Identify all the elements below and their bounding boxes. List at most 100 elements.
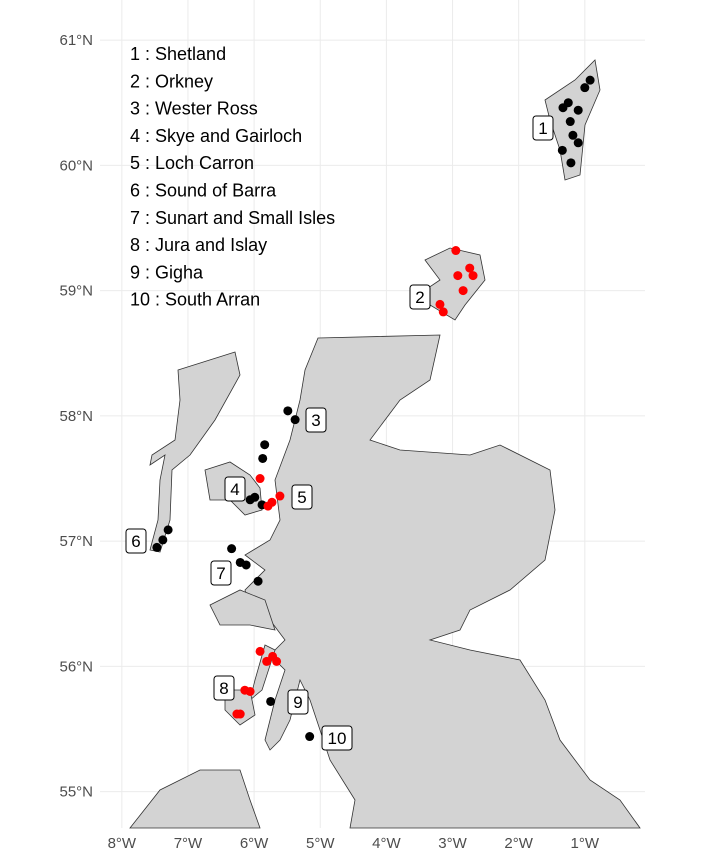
ireland xyxy=(129,769,261,829)
legend-entry: 8 : Jura and Islay xyxy=(130,235,267,255)
region-label: 3 xyxy=(305,407,327,433)
region-label-text: 6 xyxy=(131,532,140,551)
region-label-text: 5 xyxy=(297,488,306,507)
region-label-text: 4 xyxy=(230,480,239,499)
outer-hebrides xyxy=(149,351,241,553)
legend-entry: 6 : Sound of Barra xyxy=(130,181,277,201)
legend-entry: 3 : Wester Ross xyxy=(130,99,258,119)
region-label-box xyxy=(409,284,431,310)
region-label-box xyxy=(125,528,147,554)
legend-entry: 10 : South Arran xyxy=(130,290,260,310)
site-point xyxy=(565,117,575,127)
orkney xyxy=(424,247,486,321)
legend-entry: 4 : Skye and Gairloch xyxy=(130,126,302,146)
mull xyxy=(209,589,276,631)
region-label-box xyxy=(321,725,353,751)
y-tick-label: 57°N xyxy=(59,533,93,550)
region-label-text: 2 xyxy=(415,288,424,307)
legend-entry: 7 : Sunart and Small Isles xyxy=(130,208,335,228)
site-point xyxy=(241,560,251,570)
mainland xyxy=(244,334,641,829)
region-label-box xyxy=(210,560,232,586)
y-tick-label: 59°N xyxy=(59,283,93,300)
site-point xyxy=(451,246,461,256)
site-point xyxy=(557,145,567,155)
region-label: 5 xyxy=(291,484,313,510)
region-label: 6 xyxy=(125,528,147,554)
y-tick-label: 58°N xyxy=(59,408,93,425)
legend-entry: 9 : Gigha xyxy=(130,262,204,282)
site-point xyxy=(250,492,260,502)
site-point xyxy=(272,656,282,666)
site-point xyxy=(255,646,265,656)
region-label: 8 xyxy=(213,675,235,701)
x-tick-label: 4°W xyxy=(372,835,401,852)
site-point xyxy=(260,440,270,450)
land xyxy=(129,59,641,829)
x-tick-label: 6°W xyxy=(240,835,269,852)
region-label-box xyxy=(532,115,554,141)
site-point xyxy=(558,103,568,113)
site-point xyxy=(290,415,300,425)
region-label: 10 xyxy=(321,725,353,751)
site-point xyxy=(305,732,315,742)
site-point xyxy=(585,75,595,85)
site-point xyxy=(255,474,265,484)
region-label-box xyxy=(213,675,235,701)
site-point xyxy=(438,307,448,317)
site-point xyxy=(263,501,273,511)
points xyxy=(152,75,595,742)
site-point xyxy=(458,286,468,296)
site-point xyxy=(262,656,272,666)
region-label-text: 7 xyxy=(216,564,225,583)
site-point xyxy=(573,138,583,148)
y-tick-label: 61°N xyxy=(59,32,93,49)
site-point xyxy=(573,105,583,115)
region-label: 7 xyxy=(210,560,232,586)
region-label: 2 xyxy=(409,284,431,310)
y-tick-label: 60°N xyxy=(59,157,93,174)
y-tick-label: 56°N xyxy=(59,658,93,675)
site-point xyxy=(245,686,255,696)
region-label-text: 3 xyxy=(311,411,320,430)
legend-entry: 1 : Shetland xyxy=(130,44,226,64)
site-point xyxy=(283,406,293,416)
site-point xyxy=(465,263,475,273)
site-point xyxy=(580,83,590,93)
x-tick-label: 1°W xyxy=(571,835,600,852)
site-point xyxy=(266,696,276,706)
x-tick-label: 2°W xyxy=(504,835,533,852)
site-point xyxy=(227,544,237,554)
site-point xyxy=(163,525,173,535)
site-point xyxy=(435,299,445,309)
region-label-box xyxy=(224,476,246,502)
site-point xyxy=(568,130,578,140)
region-label-text: 1 xyxy=(538,119,547,138)
region-label: 4 xyxy=(224,476,246,502)
site-point xyxy=(453,271,463,281)
region-label-text: 8 xyxy=(219,679,228,698)
region-label: 1 xyxy=(532,115,554,141)
x-tick-label: 7°W xyxy=(174,835,203,852)
region-label-text: 10 xyxy=(328,729,347,748)
site-point xyxy=(468,271,478,281)
region-label: 9 xyxy=(287,689,309,715)
x-tick-label: 8°W xyxy=(108,835,137,852)
region-label-box xyxy=(305,407,327,433)
y-tick-label: 55°N xyxy=(59,784,93,801)
region-label-text: 9 xyxy=(293,693,302,712)
legend-entry: 5 : Loch Carron xyxy=(130,153,254,173)
legend-entry: 2 : Orkney xyxy=(130,71,213,91)
site-point xyxy=(258,453,268,463)
x-tick-label: 3°W xyxy=(438,835,467,852)
labels: 1 : Shetland 2 : Orkney 3 : Wester Ross 4 :… xyxy=(125,44,554,751)
site-point xyxy=(158,535,168,545)
site-point xyxy=(275,491,285,501)
site-point xyxy=(232,709,242,719)
site-point xyxy=(566,158,576,168)
site-point xyxy=(152,542,162,552)
region-label-box xyxy=(287,689,309,715)
x-tick-label: 5°W xyxy=(306,835,335,852)
site-point xyxy=(253,576,263,586)
